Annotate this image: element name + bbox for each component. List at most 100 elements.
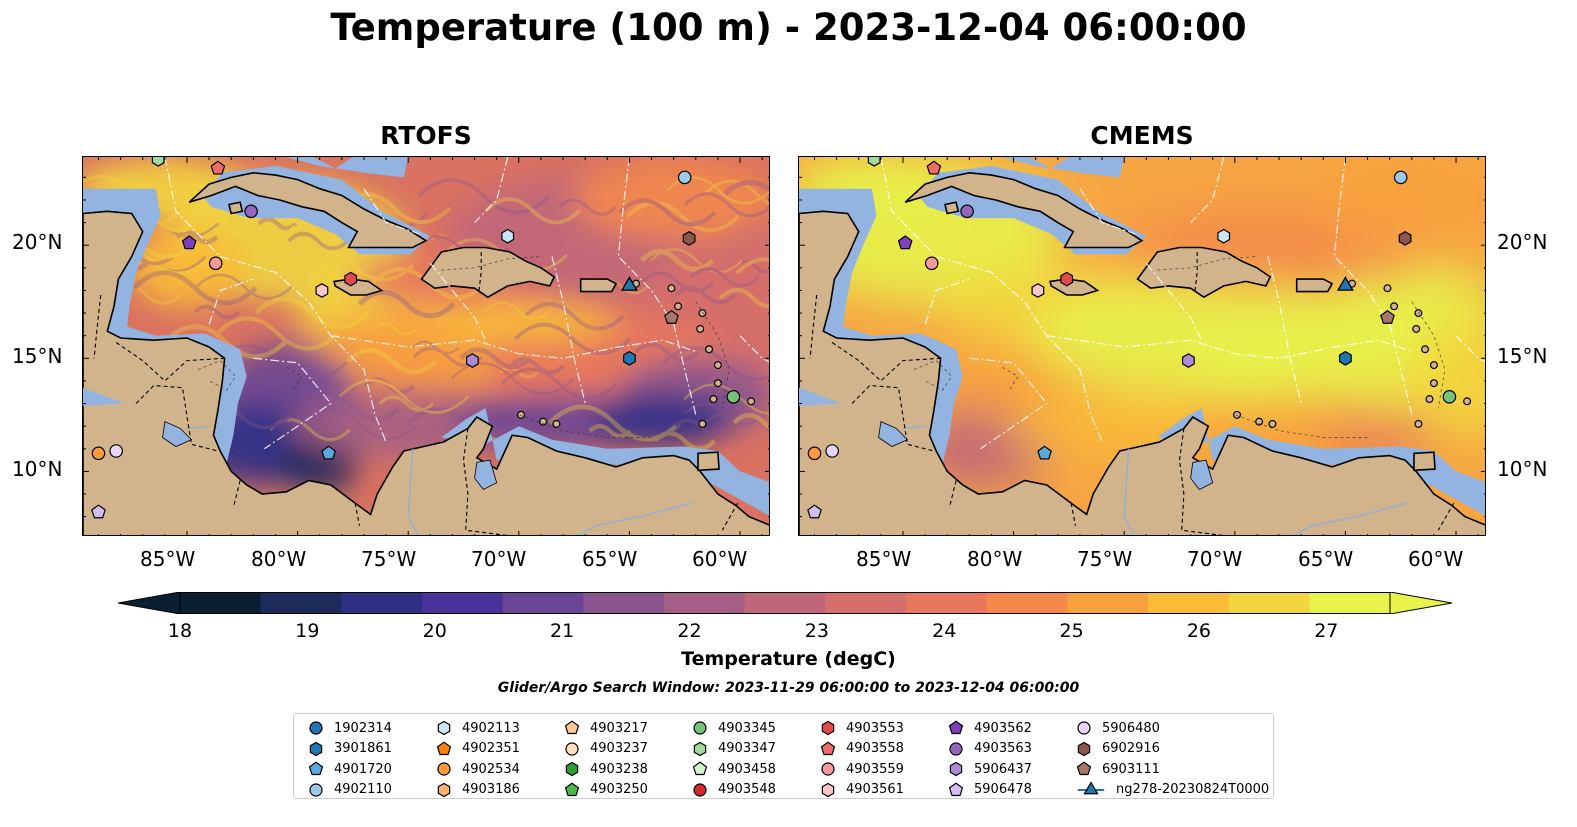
float-marker-4903561[interactable] — [1031, 283, 1045, 298]
legend-marker-icon — [821, 762, 835, 776]
legend-marker-icon — [948, 782, 964, 796]
lat-tick-label: 20°N — [12, 230, 63, 254]
float-marker-5906480[interactable] — [825, 444, 840, 458]
lon-tick-label: 75°W — [1077, 547, 1133, 571]
depth-contours — [913, 256, 1446, 438]
float-marker-5906478[interactable] — [91, 504, 106, 519]
legend-label: 5906437 — [974, 761, 1032, 777]
legend-item: 4903186 — [434, 780, 520, 801]
float-marker-4903558[interactable] — [926, 160, 942, 175]
legend-item: 4903559 — [818, 759, 904, 780]
colorbar-segment — [664, 592, 746, 614]
legend-item: 5906437 — [946, 759, 1032, 780]
lon-tick-label: 80°W — [251, 547, 307, 571]
float-marker-4903559[interactable] — [208, 256, 223, 271]
legend-item: 4903563 — [946, 739, 1032, 760]
float-marker-6903111[interactable] — [664, 309, 679, 324]
land-trinidad — [697, 451, 720, 472]
legend-label: 5906480 — [1102, 720, 1160, 736]
float-marker-4903345[interactable] — [726, 390, 741, 404]
panel-title-rtofs: RTOFS — [380, 121, 472, 150]
colorbar-segment — [744, 592, 826, 614]
colorbar-segment — [906, 592, 988, 614]
float-marker-3901861[interactable] — [623, 350, 636, 366]
float-marker-4903345[interactable] — [1442, 390, 1457, 404]
legend-label: 4903562 — [974, 720, 1032, 736]
legend-item: 4901720 — [306, 759, 392, 780]
land-hispaniola — [420, 246, 556, 299]
colorbar-label: Temperature (degC) — [681, 648, 896, 670]
float-marker-4903563[interactable] — [960, 204, 974, 219]
lat-tick-label: 20°N — [1497, 230, 1548, 254]
float-marker-4903553[interactable] — [1060, 271, 1074, 287]
legend-label: 4903238 — [590, 761, 648, 777]
float-marker-ng278-20230824T0000[interactable] — [620, 276, 638, 291]
float-marker-5906437[interactable] — [1181, 353, 1195, 368]
float-marker-4903562[interactable] — [181, 235, 197, 250]
map-rtofs[interactable] — [82, 156, 770, 536]
float-marker-ng278-20230824T0000[interactable] — [1336, 276, 1354, 291]
float-marker-5906478[interactable] — [807, 504, 822, 519]
legend-item: 4903237 — [562, 739, 648, 760]
lat-tick-label: 10°N — [1497, 457, 1548, 481]
legend-label: 4903217 — [590, 720, 648, 736]
borders — [93, 252, 739, 535]
legend-label: 4903559 — [846, 761, 904, 777]
float-marker-4903559[interactable] — [924, 256, 939, 271]
legend-label: 4902113 — [462, 720, 520, 736]
float-marker-6902916[interactable] — [682, 231, 696, 246]
eez-lines — [164, 157, 769, 450]
legend-marker-icon — [437, 782, 451, 797]
legend-item: 4903562 — [946, 718, 1032, 739]
land — [799, 171, 1485, 535]
legend-marker-icon — [1077, 721, 1091, 735]
legend-item: 4902534 — [434, 759, 520, 780]
float-marker-4903563[interactable] — [244, 204, 258, 219]
colorbar-extend-high — [1389, 592, 1452, 614]
float-marker-6902916[interactable] — [1398, 231, 1412, 246]
legend-item: 4902110 — [306, 780, 392, 801]
land-hispaniola — [1136, 246, 1272, 299]
colorbar-segment — [1067, 592, 1149, 614]
float-marker-4902110[interactable] — [677, 170, 692, 185]
float-marker-4902113[interactable] — [1217, 228, 1231, 244]
colorbar — [118, 592, 1452, 614]
colorbar-tick-label: 25 — [1059, 620, 1084, 642]
lon-tick-label: 85°W — [856, 547, 912, 571]
legend-item: 4902113 — [434, 718, 520, 739]
map-cmems[interactable] — [798, 156, 1486, 536]
float-marker-4903558[interactable] — [210, 160, 226, 175]
colorbar-tick-label: 19 — [295, 620, 320, 642]
borders — [809, 252, 1455, 535]
float-marker-4902534[interactable] — [91, 446, 106, 461]
float-marker-4902110[interactable] — [1393, 170, 1408, 185]
legend-marker-icon — [948, 720, 964, 735]
figure-title: Temperature (100 m) - 2023-12-04 06:00:0… — [330, 6, 1247, 49]
float-marker-4902534[interactable] — [807, 446, 822, 461]
float-marker-5906480[interactable] — [109, 444, 124, 458]
legend-marker-icon — [437, 721, 451, 736]
legend-label: 6902916 — [1102, 741, 1160, 757]
float-markers — [807, 157, 1457, 519]
float-marker-4903553[interactable] — [344, 271, 358, 287]
legend-marker-icon — [821, 721, 835, 736]
float-marker-4903347[interactable] — [151, 157, 165, 167]
float-marker-4901720[interactable] — [1037, 445, 1052, 460]
float-marker-4902113[interactable] — [501, 228, 515, 244]
land-mainland — [83, 210, 769, 535]
legend-marker-icon — [949, 762, 963, 777]
legend-marker-icon — [949, 742, 963, 756]
float-marker-5906437[interactable] — [465, 353, 479, 368]
float-marker-6903111[interactable] — [1380, 309, 1395, 324]
legend-label: 4903563 — [974, 741, 1032, 757]
float-marker-4903561[interactable] — [315, 283, 329, 298]
float-marker-4903347[interactable] — [867, 157, 881, 167]
float-markers — [91, 157, 741, 519]
legend-marker-icon — [693, 741, 707, 756]
legend-label: 6903111 — [1102, 761, 1160, 777]
land-isla_juventud — [944, 201, 960, 215]
float-marker-4903562[interactable] — [897, 235, 913, 250]
legend-marker-icon — [1077, 781, 1105, 795]
float-marker-3901861[interactable] — [1339, 350, 1352, 366]
float-marker-4901720[interactable] — [321, 445, 336, 460]
